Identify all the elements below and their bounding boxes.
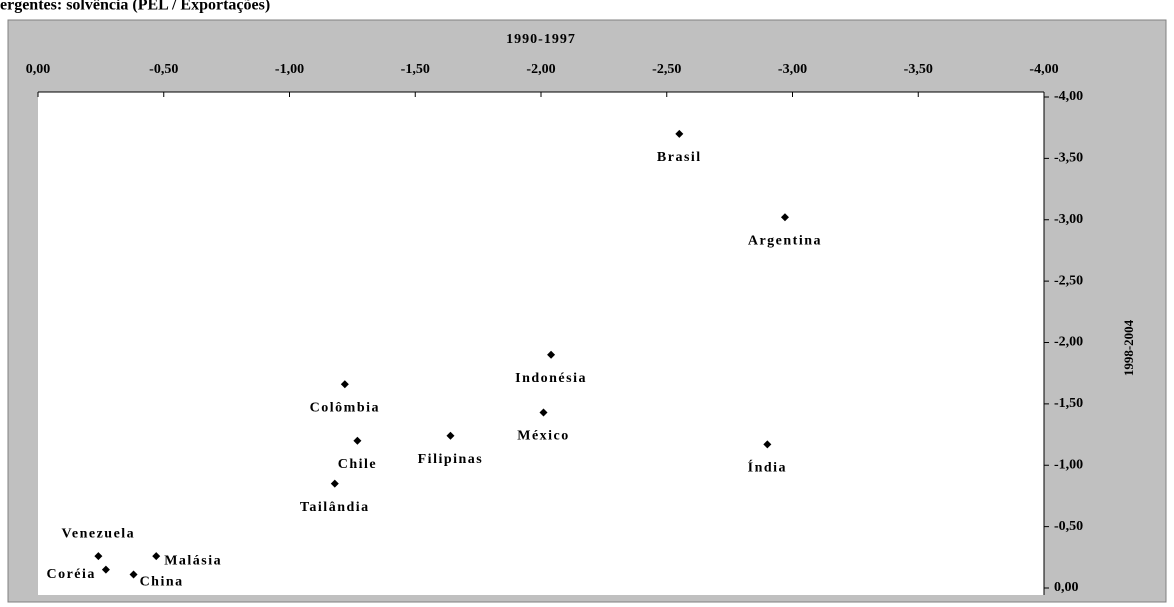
y-tick-label: -4,00 <box>1054 89 1083 104</box>
point-label: Filipinas <box>418 452 484 467</box>
x-tick-label: -0,50 <box>149 62 178 77</box>
y-tick-label: -1,00 <box>1054 457 1083 472</box>
point <box>763 440 772 449</box>
point <box>547 350 556 359</box>
x-tick-label: -2,50 <box>652 62 681 77</box>
y-tick-label: -1,50 <box>1054 396 1083 411</box>
x-tick-label: -4,00 <box>1029 62 1058 77</box>
point-label: Venezuela <box>62 526 136 541</box>
point <box>152 552 161 561</box>
plot-area <box>38 92 1044 595</box>
point-label: Argentina <box>748 234 822 249</box>
point-label: Indonésia <box>515 371 587 386</box>
chart-title: ergentes: solvência (PEL / Exportações) <box>0 0 270 14</box>
point <box>446 431 455 440</box>
point-label: China <box>140 575 184 590</box>
x-tick-label: -1,00 <box>275 62 304 77</box>
point-label: Brasil <box>657 150 702 165</box>
point-label: Índia <box>748 459 787 476</box>
point <box>353 436 362 445</box>
y-tick-label: -3,50 <box>1054 151 1083 166</box>
point <box>340 380 349 389</box>
point <box>539 408 548 417</box>
x-tick-label: -3,50 <box>904 62 933 77</box>
point-label: México <box>517 429 570 444</box>
y-tick-label: -0,50 <box>1054 519 1083 534</box>
y-tick-label: -2,50 <box>1054 273 1083 288</box>
point <box>101 565 110 574</box>
point-label: Chile <box>338 457 377 472</box>
point-label: Malásia <box>164 553 222 568</box>
point-label: Tailândia <box>300 500 370 515</box>
x-tick-label: -1,50 <box>401 62 430 77</box>
y-axis-label: 1998-2004 <box>1121 319 1136 376</box>
point <box>675 129 684 138</box>
y-tick-label: 0,00 <box>1054 580 1079 595</box>
point-label: Colômbia <box>310 400 380 415</box>
point <box>330 479 339 488</box>
x-tick-label: -3,00 <box>778 62 807 77</box>
point <box>94 552 103 561</box>
point-label: Coréia <box>46 567 95 582</box>
point <box>780 213 789 222</box>
y-tick-label: -3,00 <box>1054 212 1083 227</box>
point <box>129 570 138 579</box>
x-tick-label: -2,00 <box>526 62 555 77</box>
x-axis-label: 1990-1997 <box>506 32 576 47</box>
y-tick-label: -2,00 <box>1054 335 1083 350</box>
x-tick-label: 0,00 <box>26 62 51 77</box>
